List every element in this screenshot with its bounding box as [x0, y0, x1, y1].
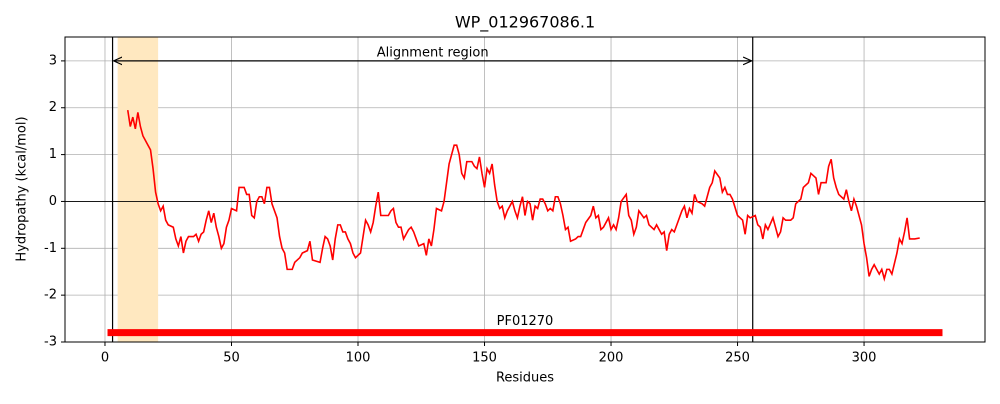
x-tick-label: 100 [346, 351, 371, 366]
x-tick-label: 0 [101, 351, 109, 366]
shaded-region [117, 37, 159, 342]
y-tick-label: -1 [44, 241, 57, 256]
alignment-label: Alignment region [377, 45, 489, 60]
y-tick-label: 1 [49, 147, 57, 162]
y-tick-label: 3 [49, 53, 57, 68]
x-tick-label: 200 [599, 351, 624, 366]
y-tick-label: -3 [44, 335, 57, 350]
hydropathy-line [126, 109, 920, 282]
x-tick-label: 250 [725, 351, 750, 366]
x-tick-label: 150 [472, 351, 497, 366]
y-tick-label: 0 [49, 194, 57, 209]
domain-label: PF01270 [497, 314, 554, 329]
plot-content: Alignment region PF01270 [65, 37, 985, 342]
x-axis-label: Residues [496, 371, 554, 386]
plot-frame [64, 36, 986, 343]
y-axis-label: Hydropathy (kcal/mol) [15, 116, 30, 261]
chart-title: WP_012967086.1 [455, 13, 595, 33]
y-tick-label: 2 [49, 100, 57, 115]
y-tick-label: -2 [44, 288, 57, 303]
x-tick-label: 300 [852, 351, 877, 366]
x-tick-label: 50 [223, 351, 240, 366]
